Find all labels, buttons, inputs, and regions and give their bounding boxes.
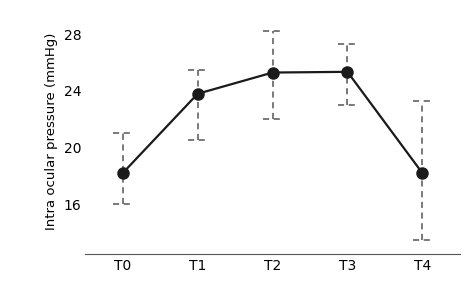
Y-axis label: Intra ocular pressure (mmHg): Intra ocular pressure (mmHg) [45,32,58,230]
